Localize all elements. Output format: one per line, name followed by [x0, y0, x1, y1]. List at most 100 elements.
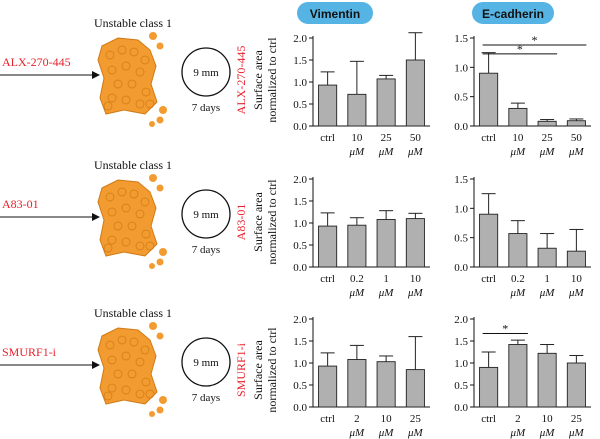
bar — [508, 344, 528, 408]
y-tick-label: 2.0 — [293, 314, 307, 326]
cell-dot — [140, 345, 150, 355]
y-axis-label-line2: normalized to ctrl — [265, 179, 279, 265]
x-tick-unit: μM — [539, 146, 556, 158]
y-axis-label-line2: normalized to ctrl — [265, 327, 279, 413]
cell-dot — [129, 47, 139, 57]
bar — [566, 120, 586, 127]
x-tick-unit: μM — [539, 427, 556, 439]
cell-dot — [121, 385, 131, 395]
x-tick-label: 2 — [354, 413, 360, 425]
bar — [318, 84, 338, 127]
row-schematic-2: Unstable class 1 SMURF1-i 9 mm 7 days SMURF1… — [0, 306, 279, 417]
header-vimentin: Vimentin — [310, 7, 360, 21]
cell-dot — [145, 241, 155, 251]
y-tick-label: 1.0 — [454, 203, 468, 215]
bar — [479, 366, 499, 408]
cell-dot — [105, 50, 115, 60]
detached-cell — [156, 42, 164, 50]
detached-cell — [156, 116, 164, 124]
bar — [376, 219, 396, 268]
cell-dot — [121, 237, 131, 247]
arrow-head-icon — [92, 213, 100, 221]
detached-cell — [159, 248, 167, 256]
bar — [405, 59, 425, 127]
bar — [405, 218, 425, 268]
header-ecadherin-pill — [472, 2, 554, 24]
y-tick-label: 0.5 — [454, 92, 468, 104]
y-axis-label-line2: normalized to ctrl — [265, 37, 279, 123]
y-tick-label: 0.0 — [454, 402, 468, 414]
detached-cell — [149, 322, 157, 330]
y-tick-label: 1.0 — [293, 358, 307, 370]
bar — [376, 78, 396, 127]
x-tick-label: 10 — [410, 273, 422, 285]
dish-circle-icon — [181, 47, 231, 97]
cell-dot — [141, 377, 151, 387]
y-tick-label: 0.5 — [293, 380, 307, 392]
x-tick-unit: μM — [510, 427, 527, 439]
x-tick-unit: μM — [378, 146, 395, 158]
detached-cell — [149, 174, 157, 182]
cell-dot — [145, 99, 155, 109]
bar — [347, 224, 367, 268]
cell-dot — [135, 67, 145, 77]
bar-chart-3: 0.0 0.5 1.0 1.5 ctrl 0.2 μM 1 μM 10 μM — [454, 174, 591, 299]
detached-cell — [159, 396, 167, 404]
drug-name-vertical: SMURF1-i — [234, 342, 248, 397]
cell-dot — [127, 221, 137, 231]
cell-dot — [107, 355, 117, 365]
cell-dot — [141, 87, 151, 97]
detached-cell — [149, 32, 157, 40]
detached-cell — [156, 258, 164, 266]
x-tick-unit: μM — [378, 287, 395, 299]
culture-duration: 7 days — [192, 392, 220, 404]
y-tick-label: 0.0 — [293, 121, 307, 133]
significance-mark: * — [532, 33, 538, 47]
bar — [508, 107, 528, 127]
y-tick-label: 1.5 — [293, 196, 307, 208]
cell-dot — [121, 203, 131, 213]
y-tick-label: 0.5 — [293, 240, 307, 252]
significance-mark: * — [517, 42, 523, 56]
x-tick-unit: μM — [407, 427, 424, 439]
culture-duration: 7 days — [192, 102, 220, 114]
cell-dot — [129, 337, 139, 347]
x-tick-label: 25 — [381, 132, 393, 144]
bar — [376, 361, 396, 408]
x-tick-unit: μM — [568, 146, 585, 158]
x-tick-label: 25 — [542, 132, 554, 144]
condition-label: Unstable class 1 — [94, 16, 172, 30]
x-tick-label: 10 — [381, 413, 393, 425]
y-tick-label: 1.5 — [293, 336, 307, 348]
cell-dot — [117, 187, 127, 197]
bar — [479, 72, 499, 127]
x-tick-label: 1 — [544, 273, 550, 285]
y-tick-label: 0.0 — [293, 402, 307, 414]
drug-name-vertical: A83-01 — [234, 204, 248, 241]
bar-chart-0: 0.0 0.5 1.0 1.5 2.0 ctrl 10 μM 25 μM 50 μM — [293, 32, 430, 158]
x-tick-label: 50 — [410, 132, 422, 144]
x-tick-label: 0.2 — [350, 273, 364, 285]
cell-dot — [135, 99, 145, 109]
cell-dot — [127, 369, 137, 379]
drug-name: SMURF1-i — [2, 345, 57, 359]
x-tick-unit: μM — [349, 287, 366, 299]
x-tick-label: ctrl — [481, 132, 496, 144]
drug-name: A83-01 — [2, 197, 39, 211]
x-tick-label: ctrl — [320, 132, 335, 144]
x-tick-unit: μM — [539, 287, 556, 299]
bar — [405, 369, 425, 408]
y-tick-label: 1.5 — [454, 174, 468, 186]
y-tick-label: 0.0 — [454, 262, 468, 274]
cell-dot — [129, 189, 139, 199]
cell-dot — [105, 340, 115, 350]
arrow-head-icon — [92, 71, 100, 79]
y-tick-label: 0.0 — [293, 262, 307, 274]
bar — [479, 213, 499, 268]
detached-cell — [156, 332, 164, 340]
cell-dot — [107, 235, 117, 245]
cell-dot — [113, 79, 123, 89]
bar-chart-4: 0.0 0.5 1.0 1.5 2.0 ctrl 2 μM 10 μM 25 μM — [293, 314, 430, 439]
cell-dot — [121, 61, 131, 71]
organoid-cluster-icon — [97, 37, 158, 115]
